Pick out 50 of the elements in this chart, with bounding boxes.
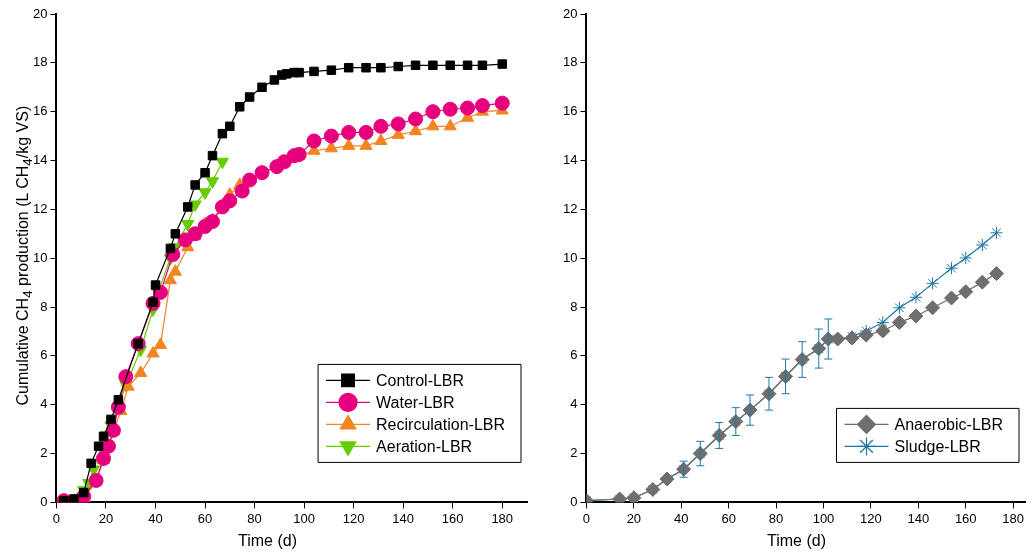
y-tick-label: 12 <box>562 200 578 216</box>
legend-label: Aeration-LBR <box>376 437 473 455</box>
legend-label: Sludge-LBR <box>894 437 981 455</box>
x-tick-label: 120 <box>342 510 365 526</box>
y-tick-label: 18 <box>562 54 578 70</box>
x-tick-label: 0 <box>52 510 61 526</box>
y-tick-label: 12 <box>32 200 48 216</box>
y-tick-label: 16 <box>32 103 48 119</box>
y-tick-label: 8 <box>570 298 578 314</box>
y-tick-label: 10 <box>32 249 48 265</box>
y-tick-label: 14 <box>562 152 578 168</box>
x-tick-label: 0 <box>582 510 591 526</box>
x-tick-label: 120 <box>860 510 882 526</box>
x-tick-label: 80 <box>247 510 262 526</box>
y-tick-label: 4 <box>570 396 578 412</box>
y-tick-label: 4 <box>40 396 48 412</box>
x-tick-label: 40 <box>674 510 689 526</box>
x-tick-label: 180 <box>1002 510 1024 526</box>
x-axis-title: Time (d) <box>237 532 298 550</box>
x-tick-label: 80 <box>768 510 784 526</box>
x-tick-label: 100 <box>812 510 835 526</box>
y-tick-label: 0 <box>40 493 48 509</box>
x-tick-label: 60 <box>197 510 213 526</box>
x-tick-label: 140 <box>907 510 930 526</box>
legend-label: Water-LBR <box>376 393 455 411</box>
x-tick-label: 100 <box>293 510 315 526</box>
legend-label: Anaerobic-LBR <box>894 415 1003 433</box>
x-tick-label: 20 <box>626 510 642 526</box>
y-tick-label: 20 <box>562 5 578 21</box>
legend-label: Control-LBR <box>376 371 465 389</box>
y-tick-label: 18 <box>32 54 48 70</box>
legend-label: Recirculation-LBR <box>376 415 505 433</box>
x-tick-label: 160 <box>441 510 464 526</box>
y-tick-label: 6 <box>40 347 48 363</box>
y-tick-label: 10 <box>562 249 578 265</box>
x-tick-label: 160 <box>954 510 977 526</box>
x-tick-label: 40 <box>148 510 163 526</box>
y-tick-label: 2 <box>40 445 48 461</box>
x-tick-label: 60 <box>721 510 736 526</box>
x-axis-title: Time (d) <box>766 532 827 550</box>
y-tick-label: 14 <box>32 152 48 168</box>
y-tick-label: 16 <box>562 103 578 119</box>
y-tick-label: 2 <box>570 445 578 461</box>
y-tick-label: 6 <box>570 347 578 363</box>
x-tick-label: 20 <box>98 510 114 526</box>
y-tick-label: 8 <box>40 298 48 314</box>
x-tick-label: 180 <box>491 510 514 526</box>
x-tick-label: 140 <box>392 510 415 526</box>
y-tick-label: 20 <box>32 5 48 21</box>
y-tick-label: 0 <box>570 493 578 509</box>
